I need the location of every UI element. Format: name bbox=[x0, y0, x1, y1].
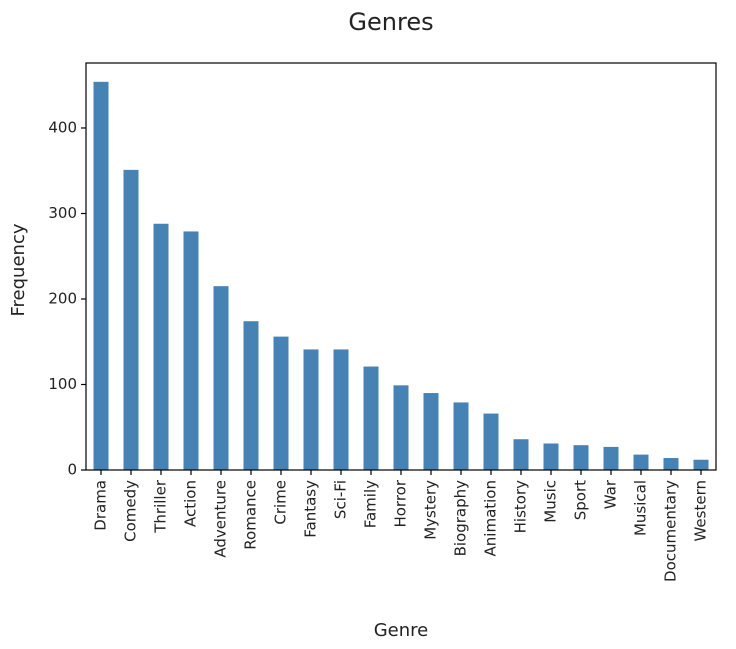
bar-musical bbox=[633, 454, 649, 470]
bar-romance bbox=[243, 321, 259, 470]
bar-animation bbox=[483, 413, 499, 470]
x-tick-label: Musical bbox=[632, 480, 650, 536]
bar-crime bbox=[273, 336, 289, 470]
bar-biography bbox=[453, 402, 469, 470]
x-tick-label: Horror bbox=[392, 479, 410, 527]
bar-war bbox=[603, 446, 619, 470]
y-tick-label: 0 bbox=[67, 461, 77, 479]
y-tick-label: 400 bbox=[48, 118, 77, 136]
x-tick-label: Documentary bbox=[662, 480, 680, 582]
plot-frame bbox=[85, 62, 717, 471]
x-tick-label: Family bbox=[362, 480, 380, 528]
bar-mystery bbox=[423, 393, 439, 470]
x-tick-label: Mystery bbox=[422, 480, 440, 540]
bar-music bbox=[543, 443, 559, 470]
x-ticks-group: Drama Comedy Thriller Action Adventure Romanc… bbox=[92, 470, 710, 582]
bar-action bbox=[183, 231, 199, 470]
bar-comedy bbox=[123, 169, 139, 470]
x-tick-label: Drama bbox=[92, 480, 110, 531]
y-ticks-group: 0 100 200 300 400 bbox=[48, 118, 86, 479]
x-tick-label: Thriller bbox=[152, 479, 170, 534]
x-tick-label: Crime bbox=[272, 480, 290, 525]
x-tick-label: Adventure bbox=[212, 480, 230, 558]
bar-western bbox=[693, 459, 709, 470]
bar-drama bbox=[93, 81, 109, 470]
x-tick-label: Sport bbox=[572, 480, 590, 520]
bar-thriller bbox=[153, 223, 169, 470]
x-tick-label: Music bbox=[542, 480, 560, 523]
x-tick-label: Comedy bbox=[122, 480, 140, 542]
x-tick-label: Action bbox=[182, 480, 200, 527]
x-tick-label: Fantasy bbox=[302, 480, 320, 538]
y-tick-label: 100 bbox=[48, 375, 77, 393]
bar-horror bbox=[393, 385, 409, 470]
bars-group bbox=[93, 81, 709, 470]
bar-fantasy bbox=[303, 349, 319, 470]
x-tick-label: Romance bbox=[242, 480, 260, 550]
x-tick-label: Biography bbox=[452, 480, 470, 557]
bar-history bbox=[513, 439, 529, 470]
y-tick-label: 200 bbox=[48, 289, 77, 307]
bar-documentary bbox=[663, 458, 679, 470]
x-tick-label: Animation bbox=[482, 480, 500, 556]
x-axis-label: Genre bbox=[374, 620, 429, 641]
x-tick-label: History bbox=[512, 480, 530, 533]
bar-family bbox=[363, 366, 379, 470]
x-tick-label: Western bbox=[692, 480, 710, 542]
chart-title: Genres bbox=[348, 8, 433, 36]
bar-adventure bbox=[213, 286, 229, 470]
y-tick-label: 300 bbox=[48, 204, 77, 222]
x-tick-label: Sci-Fi bbox=[332, 480, 350, 519]
y-axis-label: Frequency bbox=[8, 223, 29, 316]
x-tick-label: War bbox=[602, 479, 620, 509]
bar-sci-fi bbox=[333, 349, 349, 470]
bar-sport bbox=[573, 445, 589, 470]
